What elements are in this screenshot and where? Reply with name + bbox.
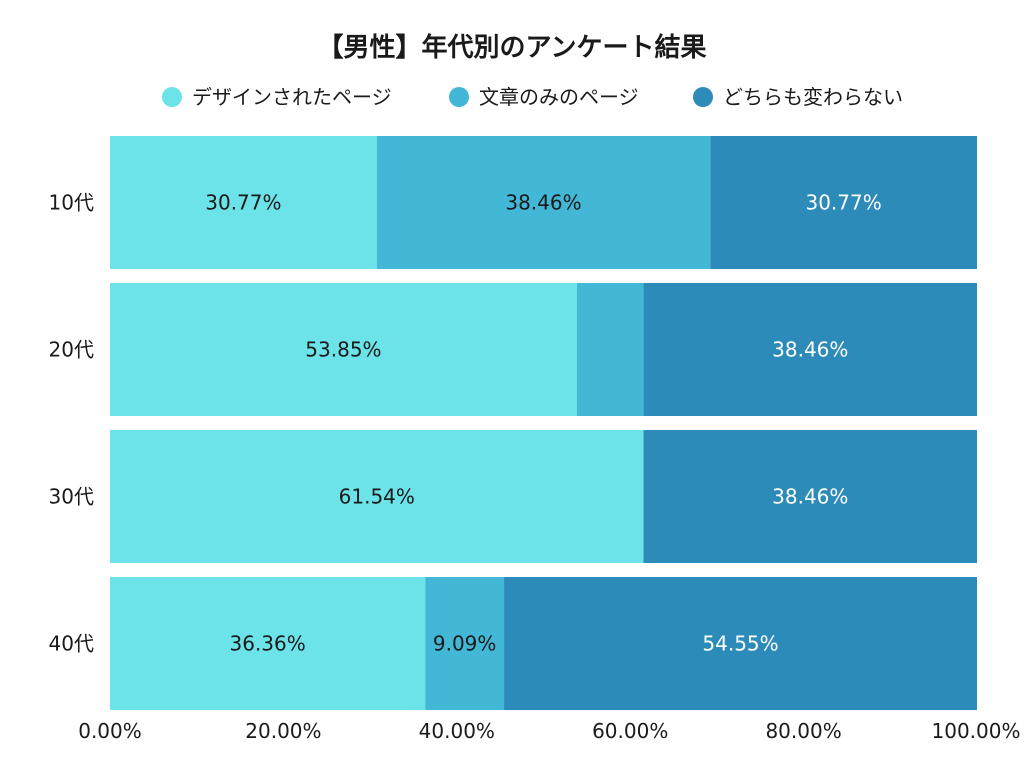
bar-30代-series-3: [643, 430, 977, 563]
data-label-40代-series-1: 36.36%: [229, 632, 305, 656]
bars-group: 30.77% 38.46% 30.77% 53.85% 38.46% 61.54% 38.4…: [110, 136, 977, 710]
bar-40代-series-1: [110, 577, 426, 710]
bar-20代-series-2: [576, 283, 644, 416]
data-label-40代-series-2: 9.09%: [433, 632, 497, 656]
x-tick-label-5: 80.00%: [765, 719, 841, 743]
x-tick-label-6: 100.00%: [932, 719, 1021, 743]
legend-swatch-1: [162, 87, 182, 107]
bar-10代-series-2: [376, 136, 711, 269]
bar-30代-series-1: [110, 430, 644, 563]
y-tick-label-1: 10代: [49, 191, 94, 215]
legend-label-1: デザインされたページ: [192, 85, 392, 109]
data-label-10代-series-2: 38.46%: [505, 191, 581, 215]
legend-label-2: 文章のみのページ: [479, 85, 639, 109]
data-label-10代-series-3: 30.77%: [805, 191, 881, 215]
y-tick-label-4: 40代: [49, 632, 94, 656]
bar-40代-series-2: [425, 577, 505, 710]
y-tick-label-3: 30代: [49, 485, 94, 509]
x-tick-label-4: 60.00%: [592, 719, 668, 743]
bar-20代-series-3: [643, 283, 977, 416]
data-label-20代-series-1: 53.85%: [305, 338, 381, 362]
bar-40代-series-3: [504, 577, 977, 710]
data-label-20代-series-3: 38.46%: [772, 338, 848, 362]
x-tick-label-3: 40.00%: [419, 719, 495, 743]
y-axis-labels: 10代 20代 30代 40代: [49, 191, 94, 656]
x-tick-label-2: 20.00%: [245, 719, 321, 743]
legend-label-3: どちらも変わらない: [723, 85, 903, 109]
bar-10代-series-1: [110, 136, 377, 269]
x-axis-tick-labels: 0.00% 20.00% 40.00% 60.00% 80.00% 100.00%: [78, 719, 1020, 743]
data-label-30代-series-1: 61.54%: [339, 485, 415, 509]
x-tick-label-1: 0.00%: [78, 719, 142, 743]
y-tick-label-2: 20代: [49, 338, 94, 362]
legend-swatch-2: [449, 87, 469, 107]
data-label-10代-series-1: 30.77%: [205, 191, 281, 215]
data-label-40代-series-3: 54.55%: [702, 632, 778, 656]
legend-swatch-3: [693, 87, 713, 107]
data-label-30代-series-3: 38.46%: [772, 485, 848, 509]
legend: デザインされたページ 文章のみのページ どちらも変わらない: [162, 85, 903, 109]
bar-10代-series-3: [710, 136, 977, 269]
chart-title: 【男性】年代別のアンケート結果: [318, 32, 707, 63]
bar-20代-series-1: [110, 283, 577, 416]
